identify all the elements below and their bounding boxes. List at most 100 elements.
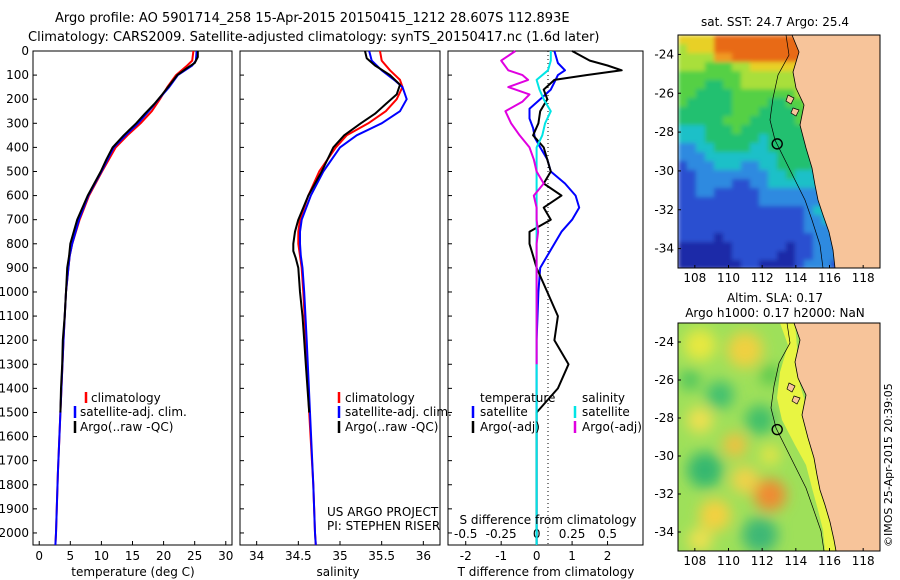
sst-cell: [741, 242, 751, 252]
x-tick-label: 30: [218, 549, 233, 563]
sst-cell: [768, 224, 778, 234]
x-tick-label: -1: [495, 549, 507, 563]
sst-cell: [750, 143, 760, 153]
sst-cell: [714, 197, 724, 207]
sst-cell: [723, 242, 733, 252]
sst-cell: [741, 206, 751, 216]
sst-cell: [732, 125, 742, 135]
sst-cell: [786, 161, 796, 171]
sst-cell: [732, 215, 742, 225]
sst-cell: [723, 143, 733, 153]
sst-cell: [795, 242, 805, 252]
sst-cell: [696, 53, 706, 63]
sst-cell: [687, 107, 697, 117]
sst-cell: [714, 98, 724, 108]
sst-cell: [777, 125, 787, 135]
x-tick-label: 1: [568, 549, 576, 563]
sst-cell: [705, 260, 715, 268]
sst-cell: [777, 71, 787, 81]
header-title: Argo profile: AO 5901714_258 15-Apr-2015…: [55, 11, 570, 26]
legend-label-t-satellite: satellite: [480, 405, 528, 419]
legend-label-argo: Argo(..raw -QC): [80, 420, 173, 434]
sst-cell: [678, 197, 688, 207]
sst-cell: [705, 206, 715, 216]
sst-cell: [750, 44, 760, 54]
sst-cell: [777, 62, 787, 72]
sst-cell: [777, 197, 787, 207]
difference-panel: -2 -1 0 1 2 -0.5 -0.25 0 0.25 0.5 T difference f…: [447, 50, 644, 579]
salinity-lines: [292, 50, 408, 546]
sst-cell: [777, 170, 787, 180]
lat-tick-label: -32: [654, 203, 674, 217]
lat-tick-label: -28: [654, 125, 674, 139]
sst-cell: [678, 125, 688, 135]
sst-cell: [705, 197, 715, 207]
sst-cell: [777, 35, 787, 45]
sst-cell: [696, 242, 706, 252]
sst-cell: [768, 242, 778, 252]
sst-cell: [759, 116, 769, 126]
depth-tick-label: 1900: [0, 502, 29, 516]
sst-cell: [795, 224, 805, 234]
sst-cell: [786, 44, 796, 54]
sst-cell: [696, 197, 706, 207]
salinity-legend: climatology satellite-adj. clim. Argo(..…: [337, 391, 452, 434]
sst-cell: [795, 107, 805, 117]
lon-tick-label: 118: [852, 554, 875, 568]
sst-cell: [804, 170, 814, 180]
sst-cell: [732, 206, 742, 216]
legend-label-satellite: satellite-adj. clim.: [345, 405, 452, 419]
sla-anomaly: [754, 479, 786, 511]
sst-cell: [768, 89, 778, 99]
sst-cell: [768, 197, 778, 207]
sst-cell: [768, 188, 778, 198]
sst-cell: [786, 242, 796, 252]
sst-cell: [759, 251, 769, 261]
sla-anomaly: [742, 517, 778, 551]
sst-cell: [759, 80, 769, 90]
sla-anomaly: [745, 405, 775, 435]
sst-cell: [768, 152, 778, 162]
sst-cell: [768, 107, 778, 117]
sst-cell: [786, 170, 796, 180]
sst-cell: [822, 224, 832, 234]
sst-cell: [750, 62, 760, 72]
sst-cell: [795, 215, 805, 225]
depth-tick-label: 1100: [0, 309, 29, 323]
x-tick-label: 0: [35, 549, 43, 563]
depth-tick-label: 1700: [0, 454, 29, 468]
sst-cell: [687, 53, 697, 63]
s-difference-label: S difference from climatology: [460, 513, 637, 527]
sst-cell: [759, 89, 769, 99]
sst-cell: [813, 215, 823, 225]
lat-tick-label: -26: [654, 86, 674, 100]
x-tick-label: 5: [66, 549, 74, 563]
sst-cell: [777, 224, 787, 234]
sst-cell: [732, 134, 742, 144]
temperature-xlabel: temperature (deg C): [71, 565, 194, 579]
sst-cell: [741, 116, 751, 126]
sst-cell: [741, 233, 751, 243]
sst-cell: [678, 251, 688, 261]
sst-islands: [785, 94, 800, 117]
sst-cell: [732, 188, 742, 198]
sst-cell: [705, 116, 715, 126]
x-tick-label: 36: [416, 549, 431, 563]
sst-cell: [696, 152, 706, 162]
sst-cell: [723, 260, 733, 268]
sst-cell: [723, 71, 733, 81]
sst-cell: [723, 98, 733, 108]
sst-cell: [678, 170, 688, 180]
sst-cell: [768, 53, 778, 63]
sla-map-frame: [677, 322, 881, 552]
sst-cell: [813, 251, 823, 261]
sst-cell: [777, 89, 787, 99]
sst-cell: [804, 260, 814, 268]
sst-cell: [723, 116, 733, 126]
sst-cell: [714, 89, 724, 99]
sst-cell: [741, 188, 751, 198]
pi-annotation: PI: STEPHEN RISER: [327, 519, 440, 533]
sst-cell: [723, 251, 733, 261]
series-line-climatology: [54, 50, 195, 546]
sla-map-title-line1: Altim. SLA: 0.17: [727, 291, 823, 305]
